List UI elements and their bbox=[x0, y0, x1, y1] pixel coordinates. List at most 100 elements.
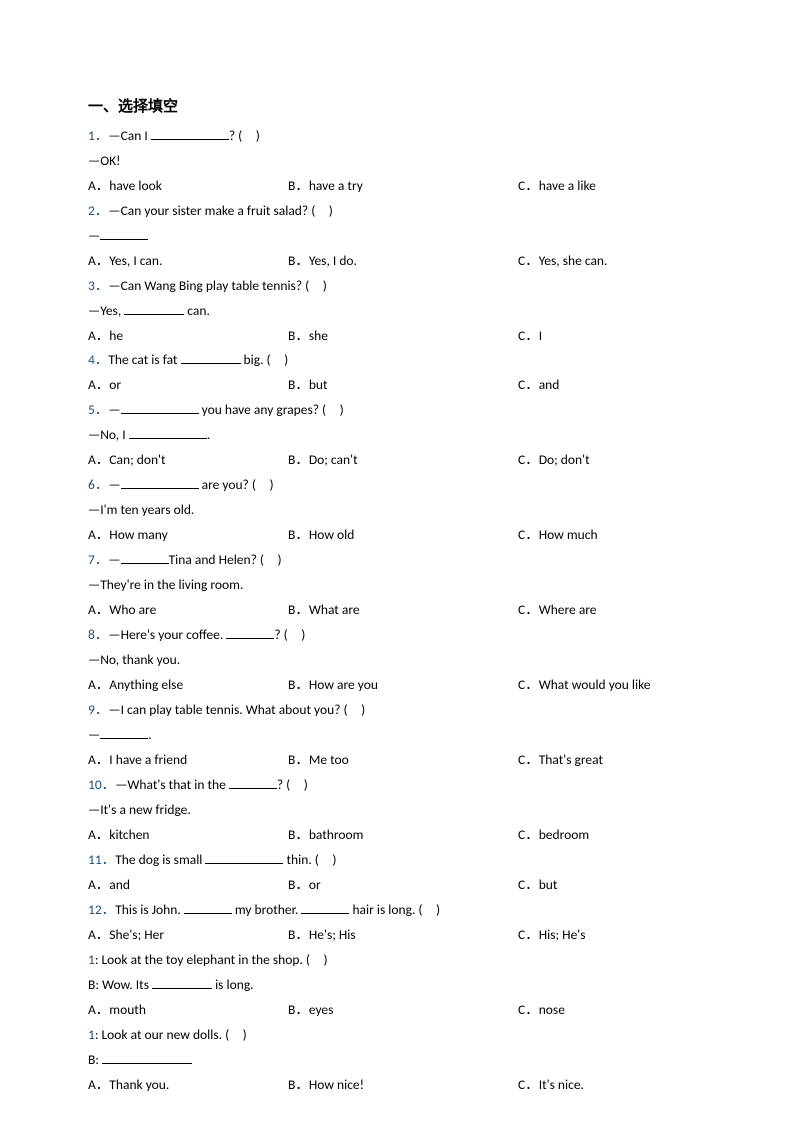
option-a: A．kitchen bbox=[88, 823, 288, 848]
option-c: C．His; He's bbox=[518, 923, 705, 948]
option-b: B．What are bbox=[288, 598, 518, 623]
question-5-options: A．Can; don't B．Do; can't C．Do; don't bbox=[88, 448, 705, 473]
stem-text: ? ( ) bbox=[229, 127, 260, 144]
blank bbox=[301, 901, 349, 914]
option-b: B．Me too bbox=[288, 748, 518, 773]
stem-text: big. ( ) bbox=[241, 351, 289, 368]
question-number: 6． bbox=[88, 476, 108, 493]
stem-text: —Can your sister make a fruit salad? ( ) bbox=[108, 202, 333, 219]
question-13-options: A．mouth B．eyes C．nose bbox=[88, 998, 705, 1023]
response-suffix: . bbox=[148, 726, 151, 743]
question-14-response: B: bbox=[88, 1048, 705, 1073]
stem-text: — bbox=[108, 476, 120, 493]
question-2-response: — bbox=[88, 224, 705, 249]
option-b: B．but bbox=[288, 373, 518, 398]
option-c: C．It's nice. bbox=[518, 1073, 705, 1098]
question-13-response: B: Wow. Its is long. bbox=[88, 973, 705, 998]
blank bbox=[121, 551, 169, 564]
worksheet-page: 一、选择填空 1．—Can I ? ( ) —OK! A．have look B… bbox=[0, 0, 793, 1138]
stem-text: ? ( ) bbox=[277, 776, 308, 793]
blank bbox=[226, 626, 274, 639]
question-11-stem: 11．The dog is small thin. ( ) bbox=[88, 848, 705, 873]
question-number: 8． bbox=[88, 626, 108, 643]
question-1-options: A．have look B．have a try C．have a like bbox=[88, 174, 705, 199]
option-c: C．Do; don't bbox=[518, 448, 705, 473]
question-3-response: —Yes, can. bbox=[88, 299, 705, 324]
option-a: A．Thank you. bbox=[88, 1073, 288, 1098]
question-8-response: —No, thank you. bbox=[88, 648, 705, 673]
option-b: B．Yes, I do. bbox=[288, 249, 518, 274]
question-number: 1． bbox=[88, 127, 108, 144]
option-a: A．and bbox=[88, 873, 288, 898]
option-b: B．have a try bbox=[288, 174, 518, 199]
option-a: A．or bbox=[88, 373, 288, 398]
stem-text: —Can I bbox=[108, 127, 150, 144]
response-prefix: —Yes, bbox=[88, 302, 124, 319]
question-10-response: —It's a new fridge. bbox=[88, 798, 705, 823]
option-b: B．He's; His bbox=[288, 923, 518, 948]
question-number: 7． bbox=[88, 551, 108, 568]
blank bbox=[229, 776, 277, 789]
question-9-stem: 9．—I can play table tennis. What about y… bbox=[88, 698, 705, 723]
stem-text: — bbox=[108, 551, 120, 568]
question-number: 11． bbox=[88, 851, 115, 868]
option-b: B．How old bbox=[288, 523, 518, 548]
stem-text: : Look at the toy elephant in the shop. … bbox=[95, 951, 328, 968]
option-b: B．Do; can't bbox=[288, 448, 518, 473]
question-7-options: A．Who are B．What are C．Where are bbox=[88, 598, 705, 623]
stem-text: my brother. bbox=[232, 901, 302, 918]
stem-text: are you? ( ) bbox=[199, 476, 274, 493]
question-7-stem: 7．—Tina and Helen? ( ) bbox=[88, 548, 705, 573]
option-b: B．How nice! bbox=[288, 1073, 518, 1098]
response-prefix: —No, I bbox=[88, 426, 129, 443]
stem-text: —What's that in the bbox=[115, 776, 229, 793]
question-number: 4． bbox=[88, 351, 108, 368]
blank bbox=[205, 851, 283, 864]
option-c: C．Yes, she can. bbox=[518, 249, 705, 274]
question-number: 10． bbox=[88, 776, 115, 793]
option-c: C．but bbox=[518, 873, 705, 898]
question-10-options: A．kitchen B．bathroom C．bedroom bbox=[88, 823, 705, 848]
question-14-options: A．Thank you. B．How nice! C．It's nice. bbox=[88, 1073, 705, 1098]
blank bbox=[102, 1050, 192, 1063]
question-number: 2． bbox=[88, 202, 108, 219]
stem-text: you have any grapes? ( ) bbox=[199, 401, 344, 418]
option-c: C．nose bbox=[518, 998, 705, 1023]
question-number: 1 bbox=[88, 951, 95, 968]
blank bbox=[121, 401, 199, 414]
question-5-stem: 5．— you have any grapes? ( ) bbox=[88, 398, 705, 423]
question-12-stem: 12．This is John. my brother. hair is lon… bbox=[88, 898, 705, 923]
option-c: C．have a like bbox=[518, 174, 705, 199]
blank bbox=[181, 351, 241, 364]
option-a: A．I have a friend bbox=[88, 748, 288, 773]
option-c: C．Where are bbox=[518, 598, 705, 623]
stem-text: —Here's your coffee. bbox=[108, 626, 226, 643]
blank bbox=[151, 127, 229, 140]
option-c: C．bedroom bbox=[518, 823, 705, 848]
stem-text: hair is long. ( ) bbox=[349, 901, 440, 918]
question-2-options: A．Yes, I can. B．Yes, I do. C．Yes, she ca… bbox=[88, 249, 705, 274]
option-b: B．eyes bbox=[288, 998, 518, 1023]
question-1-stem: 1．—Can I ? ( ) bbox=[88, 124, 705, 149]
blank bbox=[100, 226, 148, 239]
option-a: A．mouth bbox=[88, 998, 288, 1023]
stem-text: The dog is small bbox=[115, 851, 205, 868]
question-number: 9． bbox=[88, 701, 108, 718]
response-prefix: — bbox=[88, 227, 100, 244]
question-9-options: A．I have a friend B．Me too C．That's grea… bbox=[88, 748, 705, 773]
question-3-stem: 3．—Can Wang Bing play table tennis? ( ) bbox=[88, 274, 705, 299]
question-2-stem: 2．—Can your sister make a fruit salad? (… bbox=[88, 199, 705, 224]
blank bbox=[124, 301, 184, 314]
question-6-stem: 6．— are you? ( ) bbox=[88, 473, 705, 498]
response-suffix: can. bbox=[184, 302, 210, 319]
question-4-options: A．or B．but C．and bbox=[88, 373, 705, 398]
stem-text: —I can play table tennis. What about you… bbox=[108, 701, 365, 718]
option-a: A．Who are bbox=[88, 598, 288, 623]
question-1-response: —OK! bbox=[88, 149, 705, 174]
blank bbox=[152, 976, 212, 989]
question-12-options: A．She's; Her B．He's; His C．His; He's bbox=[88, 923, 705, 948]
question-6-response: —I'm ten years old. bbox=[88, 498, 705, 523]
stem-text: This is John. bbox=[115, 901, 184, 918]
question-13-stem: 1: Look at the toy elephant in the shop.… bbox=[88, 948, 705, 973]
option-c: C．How much bbox=[518, 523, 705, 548]
